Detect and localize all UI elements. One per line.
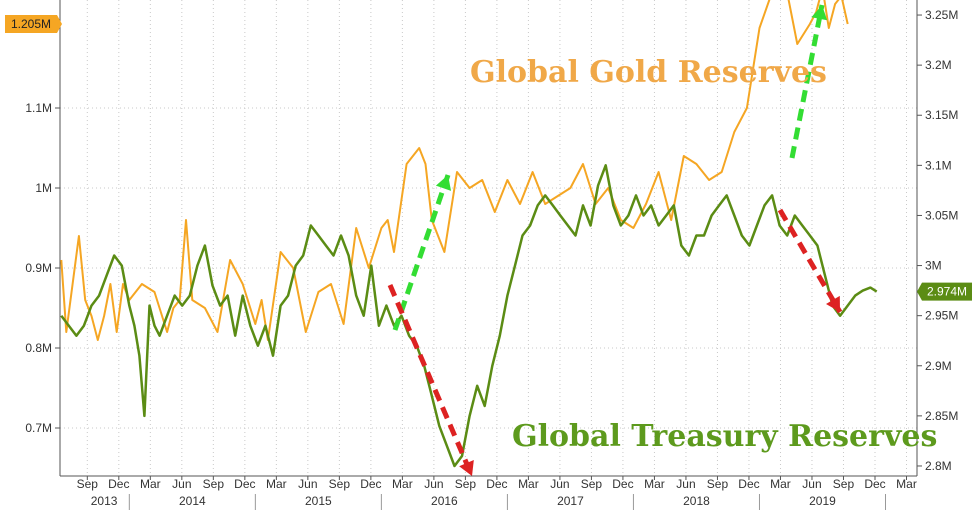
left-tick-label: 0.8M: [25, 341, 52, 355]
x-axis-ticks: Sep Dec Mar Jun Sep Dec Mar Jun Sep Dec Mar Jun Sep D…: [77, 476, 917, 510]
x-tick-label: Jun: [172, 477, 191, 491]
x-tick-label: Sep: [329, 477, 351, 491]
x-tick-label: Mar: [644, 477, 665, 491]
series: [60, 0, 878, 468]
gold-rise-arrow-2-shaft: [789, 4, 825, 159]
x-tick-label: Dec: [486, 477, 507, 491]
right-tick-label: 2.9M: [925, 359, 952, 373]
x-tick-label: Sep: [77, 477, 99, 491]
x-tick-label: Mar: [266, 477, 287, 491]
x-year-label: 2016: [431, 494, 458, 508]
x-year-label: 2013: [91, 494, 118, 508]
x-tick-label: Jun: [550, 477, 569, 491]
x-tick-label: Jun: [802, 477, 821, 491]
last-value-badges: 1.205M 2.974M: [5, 15, 972, 301]
right-tick-label: 3.05M: [925, 208, 958, 222]
x-tick-label: Jun: [298, 477, 317, 491]
x-tick-label: Sep: [833, 477, 855, 491]
trend-arrows: [387, 4, 843, 477]
right-tick-label: 3.2M: [925, 58, 952, 72]
right-tick-label: 3.15M: [925, 108, 958, 122]
gold-last-value-badge: [5, 15, 57, 33]
annotations: Global Gold Reserves Global Treasury Res…: [470, 55, 937, 454]
right-tick-label: 3.25M: [925, 8, 958, 22]
right-axis-ticks: 2.8M 2.85M 2.9M 2.95M 3M 3.05M 3.1M 3.15M 3.2M 3.…: [917, 8, 958, 473]
left-tick-label: 0.9M: [25, 261, 52, 275]
x-year-label: 2014: [179, 494, 206, 508]
treasury-last-value-badge: [922, 282, 972, 301]
gold-last-value-pointer: [57, 15, 62, 33]
treasury-series-line: [60, 164, 878, 468]
x-tick-label: Sep: [455, 477, 477, 491]
treasury-reserves-label: Global Treasury Reserves: [512, 419, 937, 454]
right-tick-label: 2.8M: [925, 459, 952, 473]
gold-rise-arrow-1-shaft: [392, 174, 451, 331]
x-tick-label: Jun: [424, 477, 443, 491]
x-tick-label: Sep: [203, 477, 225, 491]
x-tick-label: Sep: [581, 477, 603, 491]
left-tick-label: 0.7M: [25, 421, 52, 435]
x-tick-label: Mar: [140, 477, 161, 491]
x-tick-label: Jun: [676, 477, 695, 491]
x-tick-label: Mar: [518, 477, 539, 491]
gold-series-line: [60, 0, 849, 341]
x-tick-label: Dec: [864, 477, 885, 491]
right-tick-label: 2.85M: [925, 409, 958, 423]
x-tick-label: Dec: [360, 477, 381, 491]
x-tick-label: Dec: [234, 477, 255, 491]
x-tick-label: Mar: [392, 477, 413, 491]
gridlines: [60, 0, 917, 476]
treasury-drop-arrow-1-shaft: [387, 284, 475, 477]
right-tick-label: 3.1M: [925, 158, 952, 172]
left-tick-label: 1M: [35, 181, 52, 195]
x-tick-label: Sep: [707, 477, 729, 491]
x-tick-label: Dec: [738, 477, 759, 491]
x-year-label: 2015: [305, 494, 332, 508]
treasury-last-value-label: 2.974M: [927, 285, 967, 299]
x-year-label: 2019: [809, 494, 836, 508]
x-year-label: 2018: [683, 494, 710, 508]
gold-rise-arrow-1-head: [435, 175, 452, 191]
right-tick-label: 2.95M: [925, 309, 958, 323]
left-axis-ticks: 0.7M 0.8M 0.9M 1M 1.1M: [25, 101, 60, 435]
treasury-drop-arrow-2-shaft: [777, 208, 843, 314]
gold-last-value-label: 1.205M: [11, 17, 51, 31]
gold-reserves-label: Global Gold Reserves: [470, 55, 827, 90]
left-tick-label: 1.1M: [25, 101, 52, 115]
x-tick-label: Dec: [612, 477, 633, 491]
gold-rise-arrow-2-head: [811, 5, 828, 21]
x-tick-label: Mar: [896, 477, 917, 491]
right-tick-label: 3M: [925, 259, 942, 273]
treasury-drop-arrow-2-head: [826, 295, 840, 312]
x-tick-label: Mar: [770, 477, 791, 491]
treasury-last-value-pointer: [917, 282, 922, 301]
axes: [59, 0, 918, 477]
x-tick-label: Dec: [108, 477, 129, 491]
treasury-drop-arrow-1-head: [459, 459, 474, 476]
x-year-label: 2017: [557, 494, 584, 508]
